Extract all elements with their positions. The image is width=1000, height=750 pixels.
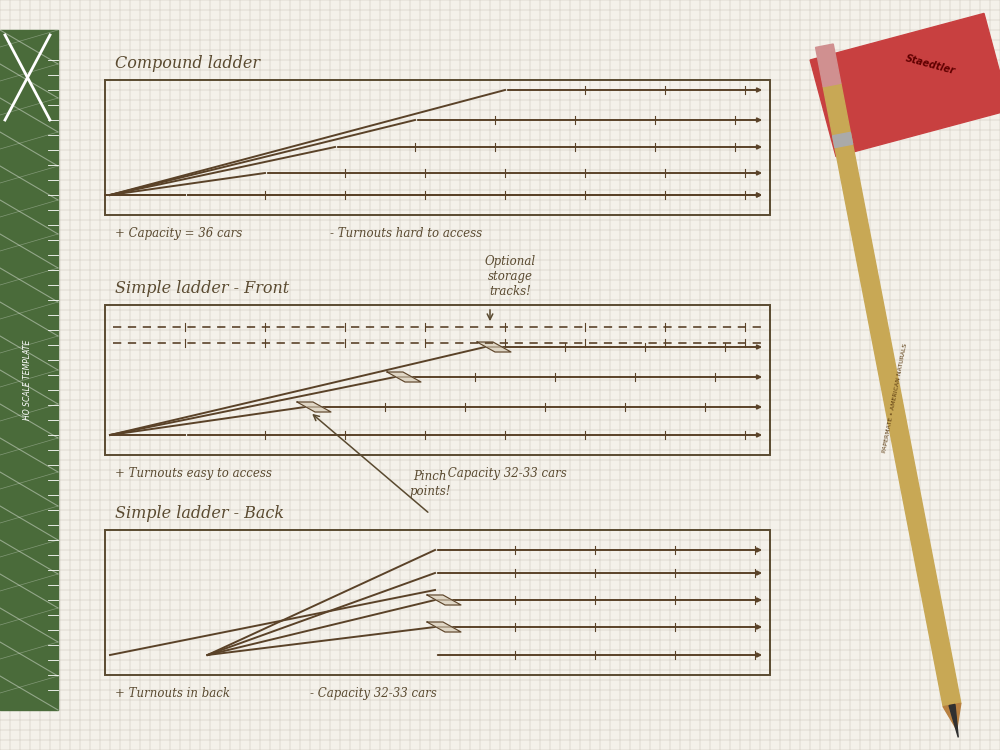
Polygon shape [387,372,421,382]
Polygon shape [823,83,961,706]
Bar [810,13,1000,157]
Text: + Turnouts in back: + Turnouts in back [115,687,230,700]
Text: + Capacity = 36 cars: + Capacity = 36 cars [115,227,242,240]
Text: Staedtler: Staedtler [904,53,956,76]
Bar [105,530,770,675]
Text: HO SCALE TEMPLATE: HO SCALE TEMPLATE [23,340,32,420]
Text: - Capacity 32-33 cars: - Capacity 32-33 cars [310,687,437,700]
Text: - Turnouts hard to access: - Turnouts hard to access [330,227,482,240]
Text: Compound ladder: Compound ladder [115,55,260,72]
Text: + Turnouts easy to access: + Turnouts easy to access [115,467,272,480]
Polygon shape [943,704,961,730]
Polygon shape [949,704,958,737]
Text: Simple ladder - Back: Simple ladder - Back [115,505,284,522]
Bar [105,80,770,215]
Bar [105,305,770,455]
Text: PAPERMATE • AMERICAN NATURALS: PAPERMATE • AMERICAN NATURALS [882,343,908,453]
Text: Optional
storage
tracks!: Optional storage tracks! [484,255,536,298]
Polygon shape [427,595,461,605]
Polygon shape [816,44,841,87]
Text: Simple ladder - Front: Simple ladder - Front [115,280,289,297]
Polygon shape [297,402,331,412]
Text: Pinch
points!: Pinch points! [409,470,451,498]
Bar [0,30,58,710]
Text: - Capacity 32-33 cars: - Capacity 32-33 cars [440,467,567,480]
Polygon shape [477,342,511,352]
Polygon shape [833,133,853,148]
Polygon shape [427,622,461,632]
